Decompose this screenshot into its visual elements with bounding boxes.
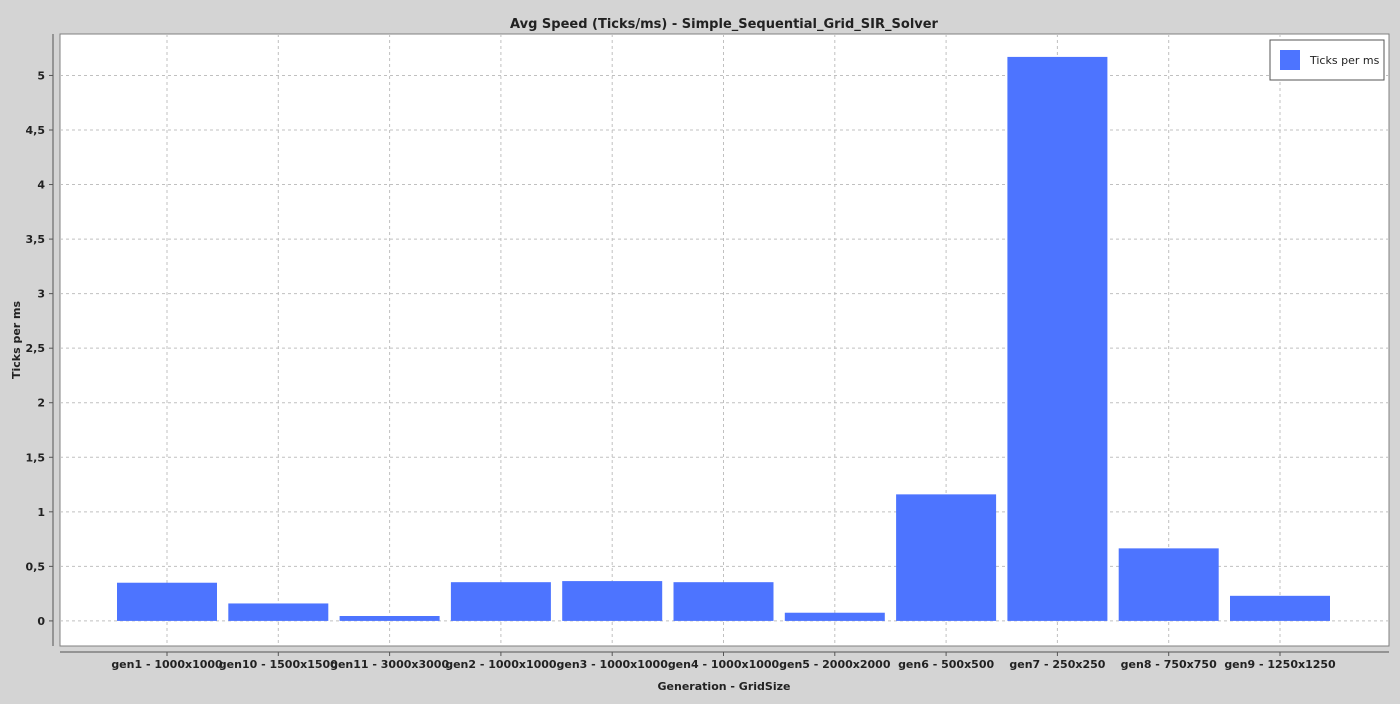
bar [117, 582, 217, 621]
x-tick-label: gen10 - 1500x1500 [219, 658, 338, 671]
y-axis-label: Ticks per ms [10, 301, 23, 380]
x-tick-label: gen8 - 750x750 [1121, 658, 1217, 671]
bar [1007, 56, 1108, 621]
axes [49, 34, 1389, 656]
bar [1118, 548, 1219, 621]
x-axis-label: Generation - GridSize [658, 680, 791, 693]
y-tick-label: 3 [37, 288, 45, 301]
y-tick-label: 1,5 [26, 451, 46, 464]
x-tick-label: gen4 - 1000x1000 [668, 658, 780, 671]
bar [339, 616, 440, 621]
plot-area [59, 33, 1390, 647]
bar [562, 581, 663, 621]
x-tick-label: gen7 - 250x250 [1009, 658, 1105, 671]
y-tick-label: 2 [37, 397, 45, 410]
y-tick-label: 0,5 [26, 560, 46, 573]
y-tick-label: 4,5 [26, 124, 46, 137]
bars [117, 56, 1330, 621]
x-tick-label: gen3 - 1000x1000 [557, 658, 669, 671]
x-tick-label: gen5 - 2000x2000 [779, 658, 891, 671]
bar [1230, 595, 1330, 621]
bar [673, 582, 774, 621]
y-tick-label: 2,5 [26, 342, 46, 355]
legend-label: Ticks per ms [1309, 54, 1380, 67]
bar [450, 582, 551, 621]
chart-title: Avg Speed (Ticks/ms) - Simple_Sequential… [510, 17, 939, 32]
y-tick-label: 5 [37, 69, 45, 82]
bar [228, 603, 329, 621]
x-tick-label: gen1 - 1000x1000 [111, 658, 223, 671]
x-tick-label: gen11 - 3000x3000 [330, 658, 449, 671]
legend: Ticks per ms [1269, 39, 1385, 81]
y-tick-label: 4 [37, 179, 45, 192]
bar [896, 494, 997, 621]
x-tick-label: gen2 - 1000x1000 [445, 658, 557, 671]
legend-swatch [1280, 50, 1300, 70]
x-tick-label: gen9 - 1250x1250 [1224, 658, 1336, 671]
y-tick-label: 3,5 [26, 233, 46, 246]
bar [784, 612, 885, 621]
y-tick-label: 0 [37, 615, 45, 628]
y-tick-label: 1 [37, 506, 45, 519]
x-tick-label: gen6 - 500x500 [898, 658, 994, 671]
y-tick-labels: 0 0,5 1 1,5 2 2,5 3 3,5 4 4,5 5 [26, 69, 46, 627]
